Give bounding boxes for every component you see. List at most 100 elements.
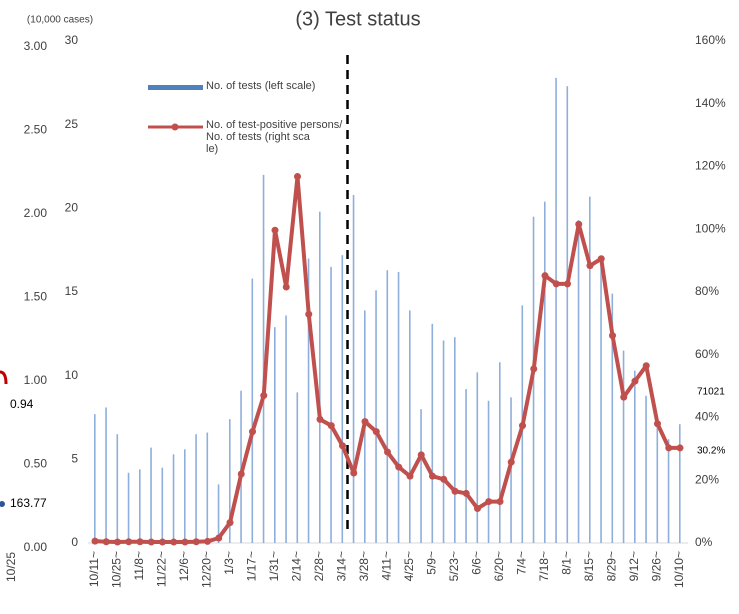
x-tick-label: 10/11~ bbox=[87, 551, 101, 587]
bar bbox=[386, 270, 389, 543]
fragment bbox=[0, 370, 8, 385]
bar bbox=[442, 340, 445, 543]
bar bbox=[487, 400, 490, 543]
bar bbox=[262, 174, 265, 543]
point bbox=[642, 362, 650, 370]
x-tick-label: 7/4~ bbox=[515, 551, 529, 575]
bar bbox=[195, 434, 197, 543]
x-tick-label: 4/25~ bbox=[402, 551, 416, 581]
point bbox=[215, 534, 223, 542]
fragment bbox=[0, 501, 5, 507]
point bbox=[597, 255, 605, 263]
point bbox=[226, 519, 234, 527]
annotation: 163.77 bbox=[10, 496, 47, 510]
y-tick-label: 20 bbox=[65, 201, 79, 215]
x-tick-label: 9/26~ bbox=[650, 551, 664, 581]
bar bbox=[667, 439, 670, 543]
bar bbox=[307, 258, 310, 543]
bar bbox=[139, 469, 141, 543]
point bbox=[406, 472, 414, 480]
x-tick-label: 11/8~ bbox=[132, 551, 146, 580]
bar bbox=[274, 327, 276, 543]
point bbox=[654, 420, 661, 428]
y-tick-label: 5 bbox=[71, 452, 78, 466]
x-tick-label: 1/31~ bbox=[267, 551, 281, 581]
bar bbox=[330, 266, 332, 543]
bar bbox=[465, 389, 467, 543]
bar bbox=[622, 350, 625, 543]
x-tick-label: 10/10~ bbox=[672, 551, 686, 588]
outer-tick-label: 2.50 bbox=[24, 122, 48, 136]
bar bbox=[94, 414, 96, 543]
point bbox=[474, 504, 481, 512]
point bbox=[541, 272, 549, 280]
bar bbox=[476, 372, 479, 543]
bar bbox=[319, 211, 321, 543]
bar bbox=[341, 255, 344, 544]
point bbox=[417, 451, 425, 459]
outer-tick-label: 3.00 bbox=[24, 39, 48, 53]
x-tick-label: 1/3~ bbox=[222, 551, 236, 575]
point bbox=[552, 280, 560, 288]
point bbox=[676, 444, 684, 452]
point bbox=[192, 538, 200, 546]
x-tick-label: 8/15~ bbox=[582, 551, 596, 581]
point bbox=[294, 173, 301, 181]
x-tick-label: 2/14~ bbox=[290, 551, 304, 581]
y2-tick-label: 20% bbox=[695, 472, 719, 486]
point bbox=[125, 538, 133, 546]
point bbox=[440, 475, 448, 483]
y2-tick-label: 80% bbox=[695, 284, 719, 298]
bar bbox=[184, 449, 186, 543]
bar bbox=[127, 472, 130, 543]
bar bbox=[431, 323, 434, 543]
outer-tick-label: 0.00 bbox=[24, 540, 48, 554]
point bbox=[350, 469, 358, 477]
y-tick-label: 0 bbox=[71, 535, 78, 549]
point bbox=[564, 280, 571, 288]
bar bbox=[634, 370, 636, 543]
point bbox=[91, 537, 99, 545]
y2-tick-label: 100% bbox=[695, 221, 726, 235]
point bbox=[170, 538, 178, 546]
point bbox=[282, 283, 290, 291]
bar bbox=[656, 419, 659, 543]
point bbox=[372, 428, 380, 436]
bar bbox=[375, 290, 377, 543]
y-tick-label: 15 bbox=[65, 284, 79, 298]
point bbox=[114, 538, 121, 546]
x-tick-label: 1/17~ bbox=[245, 551, 259, 581]
bar bbox=[206, 432, 209, 543]
y2-tick-label: 0% bbox=[695, 535, 713, 549]
point bbox=[485, 498, 493, 506]
legend-label: No. of tests (left scale) bbox=[206, 80, 315, 92]
bar bbox=[454, 337, 456, 543]
bar bbox=[240, 390, 242, 543]
outer-tick-label: 1.50 bbox=[24, 290, 48, 304]
point bbox=[204, 537, 211, 545]
bar bbox=[352, 194, 355, 544]
y-tick-label: 10 bbox=[65, 368, 79, 382]
bar bbox=[589, 196, 591, 543]
point bbox=[429, 472, 436, 480]
x-tick-label: 9/12~ bbox=[627, 551, 641, 581]
x-tick-label: 6/20~ bbox=[492, 551, 506, 581]
y2-tick-label: 120% bbox=[695, 159, 726, 173]
x-tick-label: 7/18~ bbox=[537, 551, 551, 581]
y-tick-label: 30 bbox=[65, 33, 79, 47]
point bbox=[665, 444, 673, 452]
x-tick-label: 2/28~ bbox=[312, 551, 326, 581]
annotation: 30.2% bbox=[697, 446, 725, 457]
x-tick-label: 8/29~ bbox=[605, 551, 619, 581]
bar bbox=[296, 392, 299, 543]
annotation: 0.94 bbox=[10, 397, 34, 411]
bar bbox=[420, 409, 422, 543]
annotation: 10/25 bbox=[4, 552, 18, 582]
point bbox=[316, 415, 324, 423]
point bbox=[159, 538, 166, 546]
point bbox=[451, 487, 459, 495]
x-tick-label: 3/14~ bbox=[335, 551, 349, 581]
outer-tick-label: 2.00 bbox=[24, 206, 48, 220]
point bbox=[496, 498, 504, 506]
